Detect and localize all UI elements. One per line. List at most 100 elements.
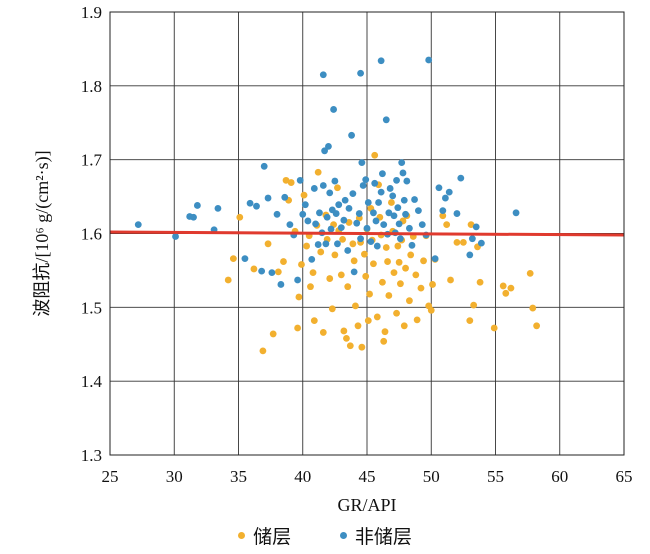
data-point-non-reservoir (418, 221, 426, 229)
x-axis-label: GR/API (337, 495, 396, 515)
data-point-non-reservoir (325, 142, 332, 150)
data-point-reservoir (250, 265, 258, 273)
data-point-reservoir (343, 334, 350, 342)
data-point-reservoir (400, 322, 408, 330)
data-point-reservoir (364, 317, 372, 325)
data-point-reservoir (467, 221, 475, 229)
y-tick-label: 1.9 (81, 3, 102, 22)
data-point-reservoir (447, 276, 454, 284)
data-point-non-reservoir (258, 267, 266, 275)
data-point-non-reservoir (214, 204, 222, 212)
data-point-reservoir (354, 322, 362, 330)
data-point-reservoir (380, 337, 388, 345)
data-point-reservoir (264, 240, 272, 248)
data-point-non-reservoir (326, 189, 334, 197)
data-point-non-reservoir (193, 202, 201, 209)
data-point-reservoir (361, 250, 368, 258)
data-point-non-reservoir (375, 199, 382, 206)
legend-marker-reservoir (238, 532, 246, 539)
data-point-reservoir (350, 257, 358, 265)
data-point-reservoir (317, 248, 325, 256)
data-point-reservoir (280, 258, 287, 265)
data-point-reservoir (314, 168, 322, 176)
data-point-reservoir (397, 280, 404, 288)
data-point-non-reservoir (425, 56, 433, 64)
legend-marker-non-reservoir (339, 532, 347, 539)
data-point-non-reservoir (468, 235, 476, 243)
data-point-non-reservoir (357, 235, 364, 243)
data-point-reservoir (490, 324, 498, 332)
data-point-non-reservoir (373, 242, 381, 250)
y-tick-label: 1.6 (81, 225, 102, 244)
data-point-reservoir (507, 284, 515, 292)
data-point-non-reservoir (319, 182, 327, 189)
data-point-reservoir (352, 302, 359, 310)
data-point-non-reservoir (314, 241, 322, 248)
reference-line-group (109, 230, 625, 237)
data-point-non-reservoir (389, 192, 397, 200)
data-point-non-reservoir (355, 210, 363, 217)
data-point-non-reservoir (399, 169, 407, 177)
x-tick-label: 30 (166, 467, 183, 486)
x-tick-label: 50 (423, 467, 440, 486)
data-point-reservoir (307, 283, 314, 291)
data-point-reservoir (346, 342, 354, 350)
data-point-non-reservoir (350, 268, 358, 276)
data-point-non-reservoir (394, 204, 402, 212)
data-point-non-reservoir (241, 255, 249, 263)
data-point-reservoir (388, 199, 395, 206)
data-point-non-reservoir (377, 188, 385, 196)
data-point-reservoir (339, 236, 346, 243)
data-point-reservoir (373, 313, 381, 321)
data-point-reservoir (282, 176, 290, 184)
data-point-non-reservoir (308, 255, 316, 263)
data-point-non-reservoir (260, 162, 268, 170)
data-point-reservoir (470, 301, 478, 309)
legend-item-reservoir: 储层 (238, 522, 291, 549)
data-point-reservoir (269, 330, 277, 338)
data-point-reservoir (294, 324, 302, 332)
data-point-reservoir (229, 255, 237, 263)
data-point-reservoir (453, 238, 461, 246)
data-point-reservoir (334, 184, 341, 192)
data-point-non-reservoir (406, 224, 413, 232)
data-point-non-reservoir (253, 202, 260, 210)
data-point-non-reservoir (358, 159, 366, 167)
data-point-non-reservoir (345, 204, 353, 212)
y-tick-labels: 1.3 1.4 1.5 1.6 1.7 1.8 1.9 (81, 3, 103, 465)
data-point-non-reservoir (457, 174, 465, 182)
y-tick-label: 1.4 (81, 372, 103, 391)
data-point-reservoir (406, 297, 413, 305)
data-point-non-reservoir (359, 182, 367, 189)
data-point-non-reservoir (246, 199, 254, 207)
data-point-non-reservoir (362, 176, 370, 184)
data-point-non-reservoir (372, 217, 380, 225)
data-point-reservoir (526, 269, 534, 277)
data-point-non-reservoir (334, 240, 341, 248)
x-tick-label: 45 (359, 467, 376, 486)
data-point-non-reservoir (349, 190, 357, 198)
data-point-reservoir (407, 251, 415, 259)
data-point-reservoir (402, 264, 409, 272)
data-point-non-reservoir (327, 225, 335, 233)
data-point-reservoir (394, 242, 402, 250)
chart-legend: 储层 非储层 (0, 522, 650, 549)
data-point-reservoir (413, 316, 421, 324)
data-point-non-reservoir (364, 199, 372, 206)
data-point-non-reservoir (439, 207, 447, 215)
x-tick-label: 35 (230, 467, 247, 486)
data-point-non-reservoir (445, 188, 453, 196)
data-point-non-reservoir (363, 224, 371, 232)
data-point-non-reservoir (322, 240, 330, 248)
legend-label-non-reservoir: 非储层 (354, 527, 412, 548)
data-point-non-reservoir (172, 233, 179, 240)
data-point-non-reservoir (264, 194, 272, 202)
data-point-reservoir (459, 238, 467, 246)
data-point-non-reservoir (400, 196, 408, 204)
y-tick-label: 1.8 (81, 77, 102, 96)
data-point-reservoir (529, 304, 537, 312)
y-tick-label: 1.7 (81, 151, 103, 170)
data-point-non-reservoir (453, 210, 461, 217)
data-point-reservoir (295, 293, 303, 301)
